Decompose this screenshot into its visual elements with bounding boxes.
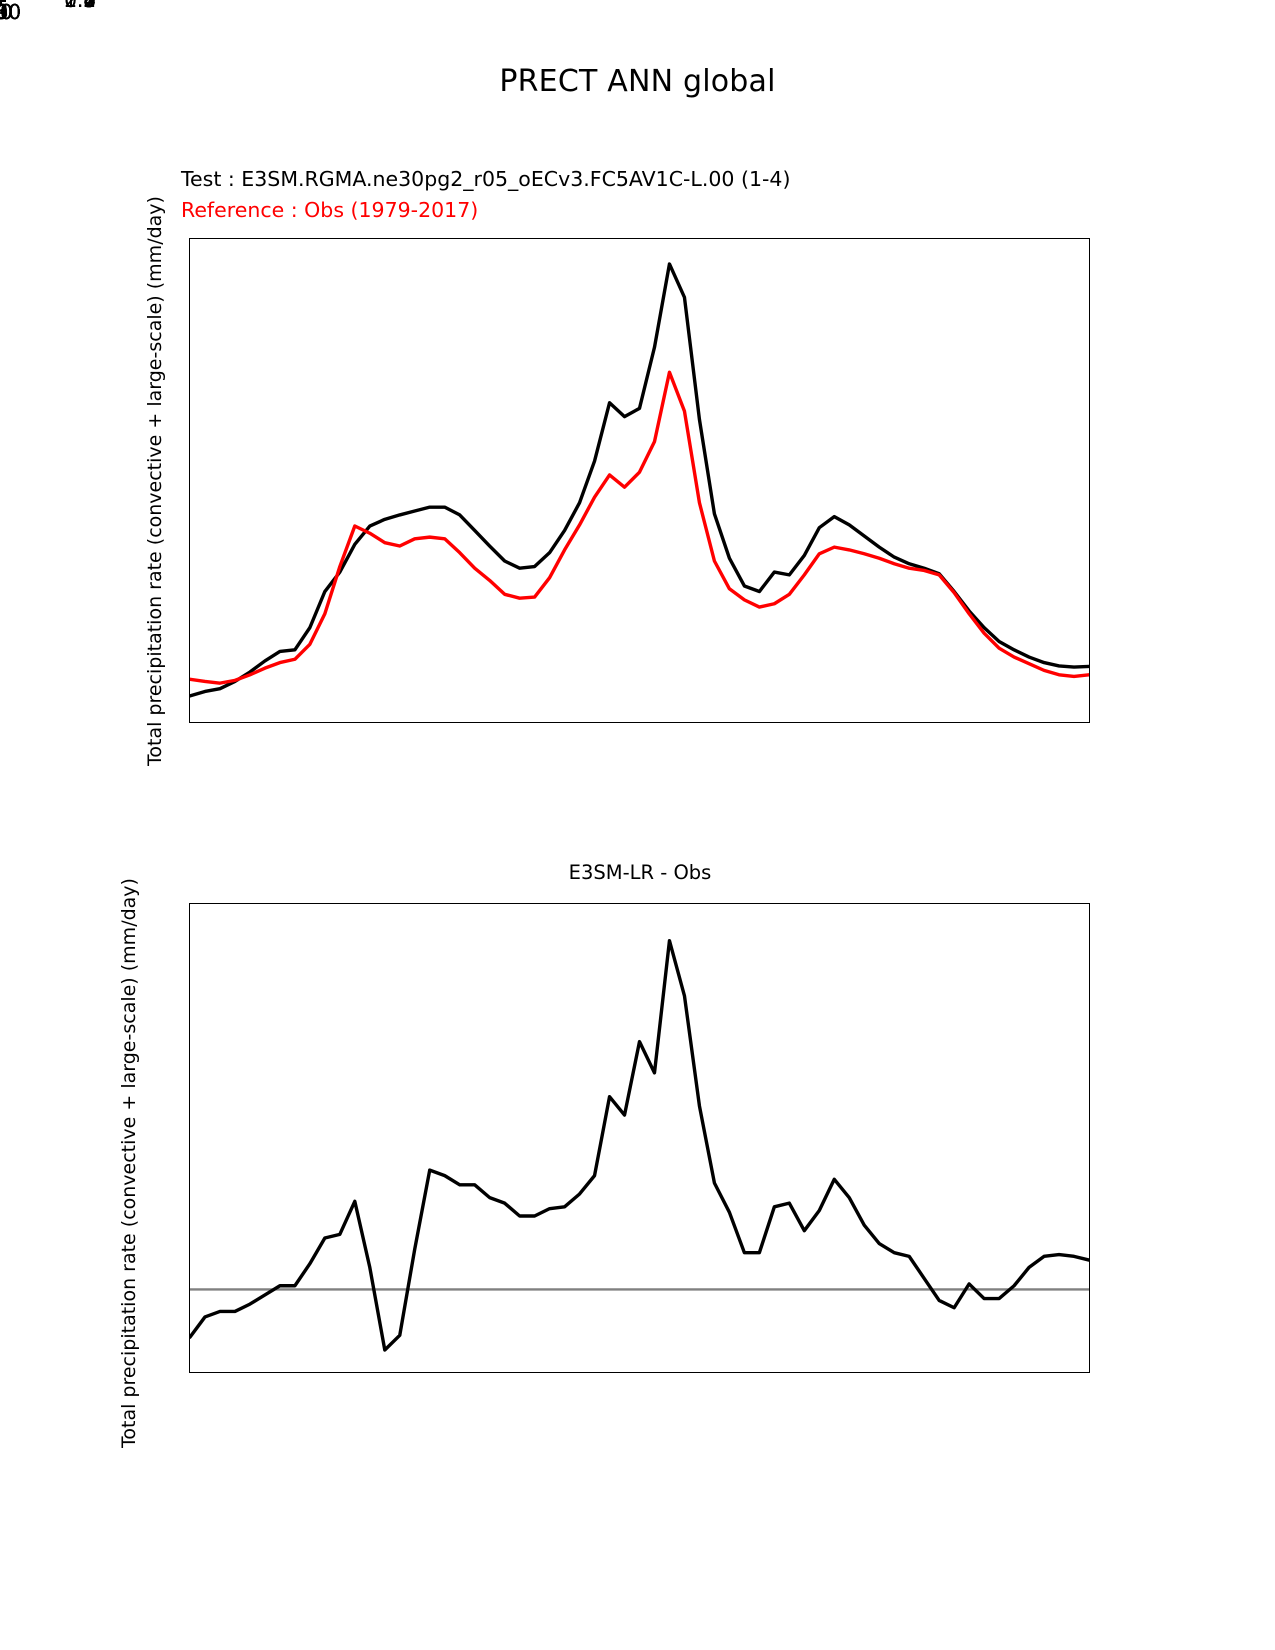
y-tick-label: 0.0 (64, 0, 96, 12)
x-tick-label: −90 (0, 0, 22, 24)
y-tick-label: 8 (83, 0, 96, 12)
y-tick-label: 1 (83, 0, 96, 12)
legend-reference-label: Reference : Obs (1979-2017) (181, 198, 479, 222)
y-tick-label: 1.5 (64, 0, 96, 12)
difference-panel-title: E3SM-LR - Obs (568, 861, 712, 884)
x-tick-label: −90 (0, 0, 22, 24)
y-tick-label: 7 (83, 0, 96, 12)
x-tick-label: −60 (0, 0, 22, 24)
top-panel-y-axis-label: Total precipitation rate (convective + l… (144, 196, 166, 766)
y-tick-label: 2 (83, 0, 96, 12)
y-tick-label: 4 (83, 0, 96, 12)
x-tick-label: 90 (0, 0, 13, 24)
difference-panel-y-axis-label: Total precipitation rate (convective + l… (118, 878, 140, 1448)
y-tick-label: 0 (83, 0, 96, 12)
series-1 (190, 372, 1089, 683)
y-tick-label: 0.5 (64, 0, 96, 12)
y-tick-label: 6 (83, 0, 96, 12)
x-tick-label: 0 (0, 0, 6, 24)
page-title: PRECT ANN global (499, 64, 776, 99)
x-tick-label: −30 (0, 0, 22, 24)
y-tick-label: 5 (83, 0, 96, 12)
difference-panel-plot-area (189, 903, 1090, 1373)
y-tick-label: 1.0 (64, 0, 96, 12)
top-panel-curves (190, 239, 1089, 722)
x-tick-label: 90 (0, 0, 13, 24)
x-tick-label: −60 (0, 0, 22, 24)
x-tick-label: 60 (0, 0, 13, 24)
x-tickmark (0, 0, 2, 6)
difference-panel-curve (190, 904, 1089, 1372)
x-tick-label: 60 (0, 0, 13, 24)
y-tickmark (0, 0, 6, 2)
x-tick-label: 30 (0, 0, 13, 24)
y-tick-label: 3 (83, 0, 96, 12)
series-0 (190, 941, 1089, 1350)
y-tick-label: 2.0 (64, 0, 96, 12)
x-tick-label: 0 (0, 0, 6, 24)
top-panel-plot-area (189, 238, 1090, 723)
series-0 (190, 264, 1089, 696)
legend-test-label: Test : E3SM.RGMA.ne30pg2_r05_oECv3.FC5AV… (181, 167, 791, 191)
x-tick-label: −30 (0, 0, 22, 24)
x-tick-label: 30 (0, 0, 13, 24)
